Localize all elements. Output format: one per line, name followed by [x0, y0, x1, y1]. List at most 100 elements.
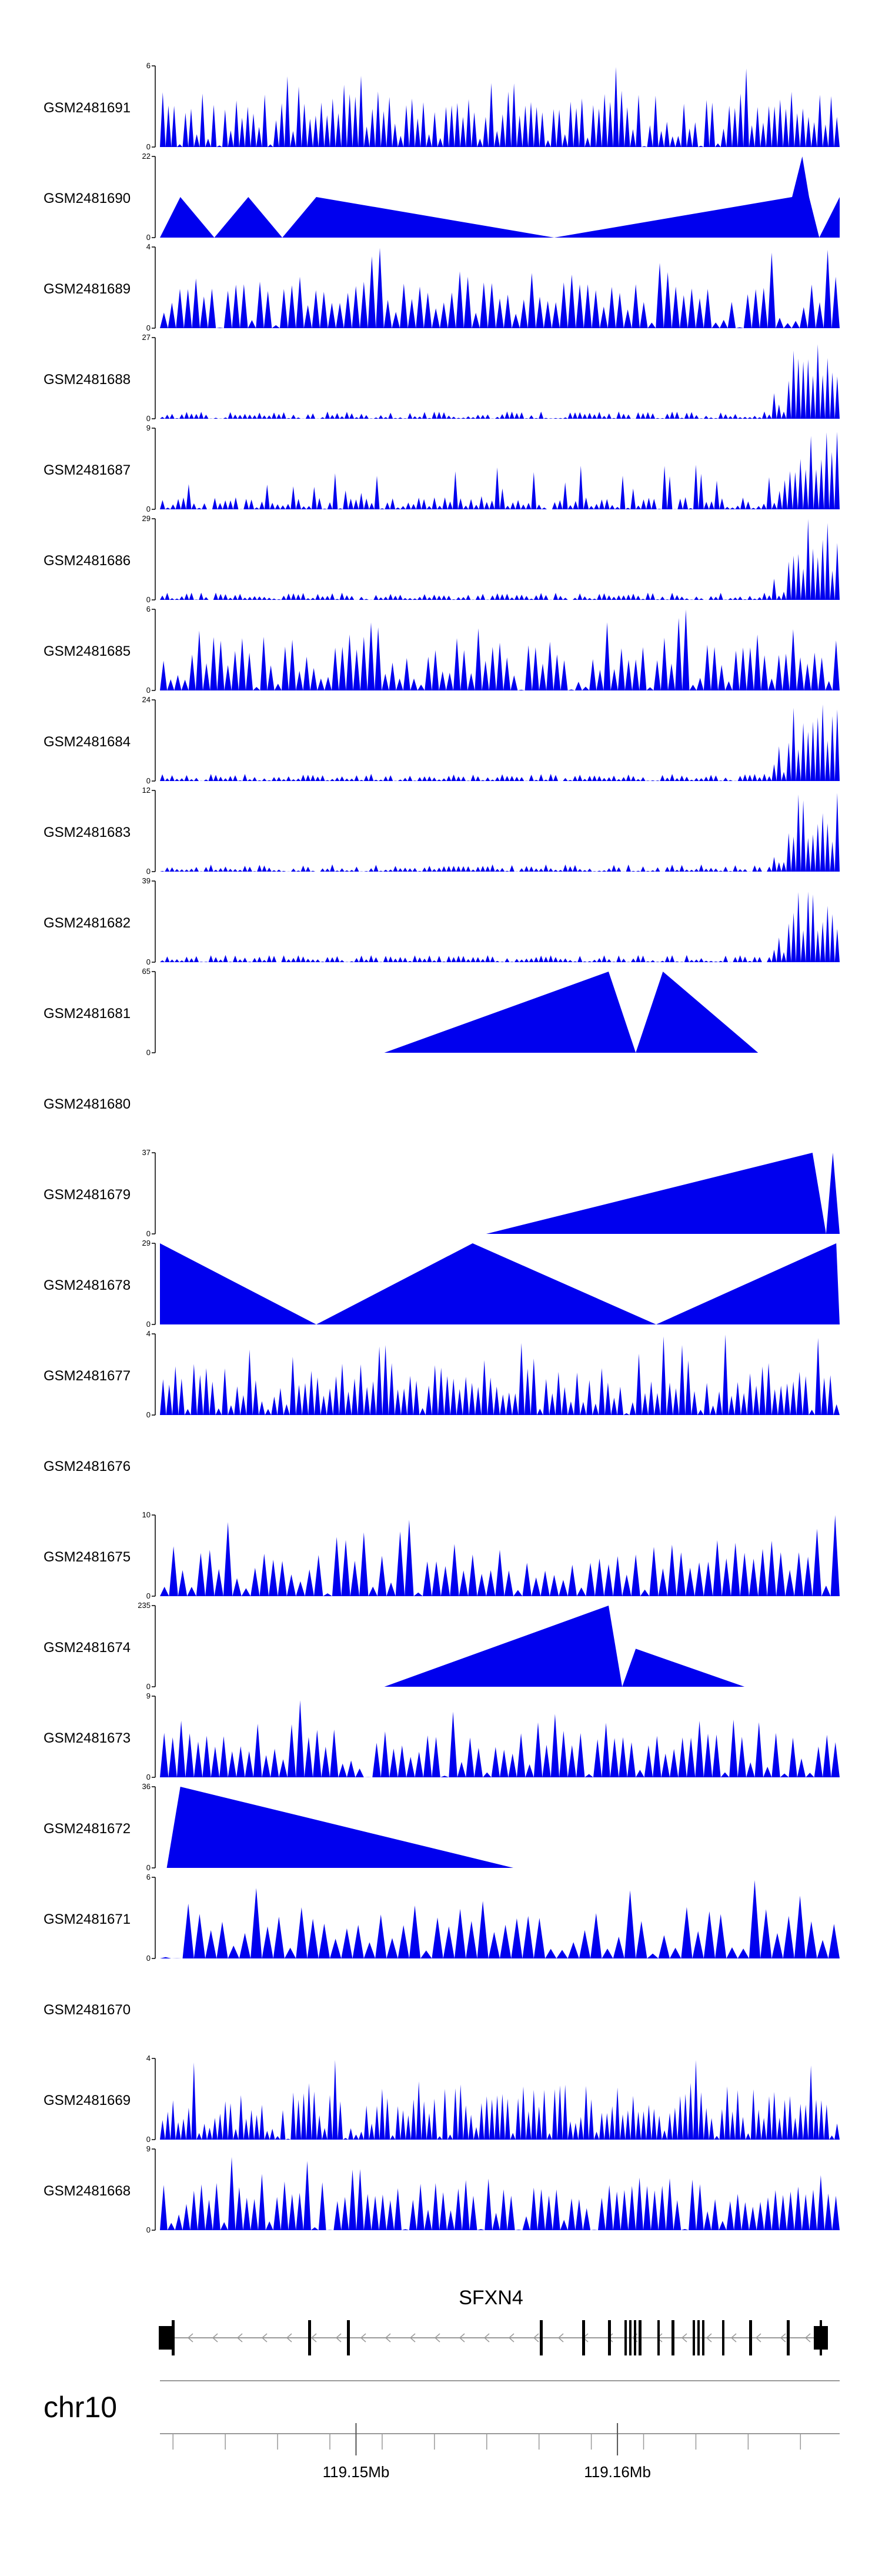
y-min-label: 0	[146, 323, 151, 332]
track-GSM2481670: GSM2481670	[44, 2002, 131, 2018]
track-GSM2481677: GSM2481677 4 0	[44, 1329, 840, 1419]
track-label: GSM2481672	[44, 1821, 131, 1837]
exon	[159, 2326, 173, 2350]
y-max-label: 65	[142, 967, 151, 976]
exon	[172, 2320, 175, 2355]
strand-arrow	[755, 2333, 761, 2343]
coverage-area	[160, 66, 840, 148]
y-min-label: 0	[146, 233, 151, 242]
track-label: GSM2481684	[44, 734, 131, 750]
coverage-area	[160, 2157, 840, 2230]
coverage-tracks: GSM248169160GSM2481690220GSM248168940GSM…	[44, 61, 840, 2234]
track-label: GSM2481675	[44, 1549, 131, 1565]
exon	[693, 2320, 695, 2355]
track-GSM2481671: GSM2481671 6 0	[44, 1873, 840, 1963]
track-label: GSM2481690	[44, 191, 131, 206]
gene-structure	[159, 2320, 828, 2355]
track-label: GSM2481691	[44, 100, 131, 116]
y-max-label: 27	[142, 333, 151, 342]
y-min-label: 0	[146, 1229, 151, 1238]
y-max-label: 24	[142, 695, 151, 704]
axis-ticks: 119.15Mb 119.16Mb	[172, 2423, 801, 2481]
track-label: GSM2481679	[44, 1187, 131, 1203]
coverage-area	[384, 1606, 745, 1687]
track-label: GSM2481682	[44, 915, 131, 931]
track-GSM2481683: GSM2481683 12 0	[44, 786, 840, 876]
coverage-area	[160, 344, 840, 419]
strand-arrow	[434, 2333, 440, 2343]
strand-arrow	[385, 2333, 391, 2343]
coverage-area	[160, 609, 840, 690]
y-max-label: 39	[142, 876, 151, 885]
exon	[787, 2320, 790, 2355]
y-min-label: 0	[146, 1591, 151, 1600]
y-min-label: 0	[146, 1320, 151, 1329]
y-max-label: 6	[146, 1873, 151, 1881]
strand-arrow	[681, 2333, 687, 2343]
y-max-label: 29	[142, 1239, 151, 1247]
track-GSM2481688: GSM2481688 27 0	[44, 333, 840, 423]
track-GSM2481675: GSM2481675 10 0	[44, 1510, 840, 1600]
track-GSM2481668: GSM2481668 9 0	[44, 2144, 840, 2234]
exon	[634, 2320, 636, 2355]
track-label: GSM2481676	[44, 1459, 131, 1474]
track-label: GSM2481688	[44, 372, 131, 388]
y-max-label: 9	[146, 1691, 151, 1700]
exon	[582, 2320, 585, 2355]
exon	[308, 2320, 311, 2355]
coverage-area	[160, 1700, 840, 1777]
y-max-label: 37	[142, 1148, 151, 1157]
y-max-label: 9	[146, 423, 151, 432]
track-label: GSM2481671	[44, 1911, 131, 1927]
coverage-area	[160, 1515, 840, 1596]
y-max-label: 6	[146, 61, 151, 70]
exon	[347, 2320, 350, 2355]
strand-arrow	[261, 2333, 268, 2343]
y-min-label: 0	[146, 505, 151, 513]
exon	[624, 2320, 627, 2355]
track-label: GSM2481681	[44, 1006, 131, 1022]
track-GSM2481687: GSM2481687 9 0	[44, 423, 840, 513]
gene-name-label: SFXN4	[459, 2287, 523, 2309]
coverage-area	[160, 1334, 840, 1415]
strand-arrow	[310, 2333, 317, 2343]
exon	[749, 2320, 752, 2355]
exon	[820, 2320, 822, 2355]
coverage-area	[384, 972, 759, 1053]
y-min-label: 0	[146, 1954, 151, 1963]
y-min-label: 0	[146, 2135, 151, 2144]
y-min-label: 0	[146, 686, 151, 695]
strand-arrow	[483, 2333, 490, 2343]
coverage-area	[166, 1787, 514, 1868]
y-min-label: 0	[146, 414, 151, 423]
track-GSM2481679: GSM2481679 37 0	[44, 1148, 840, 1238]
strand-arrow	[360, 2333, 366, 2343]
track-GSM2481691: GSM2481691 6 0	[44, 61, 840, 151]
track-GSM2481674: GSM2481674 235 0	[44, 1601, 745, 1691]
strand-arrow	[335, 2333, 342, 2343]
y-min-label: 0	[146, 776, 151, 785]
track-label: GSM2481686	[44, 553, 131, 569]
strand-arrow	[804, 2333, 811, 2343]
exon	[608, 2320, 611, 2355]
exon	[671, 2320, 674, 2355]
track-GSM2481685: GSM2481685 6 0	[44, 605, 840, 695]
track-label: GSM2481668	[44, 2183, 131, 2199]
strand-arrow	[212, 2333, 218, 2343]
track-label: GSM2481678	[44, 1277, 131, 1293]
y-min-label: 0	[146, 595, 151, 604]
coverage-area	[160, 248, 840, 328]
track-GSM2481672: GSM2481672 36 0	[44, 1782, 514, 1872]
y-min-label: 0	[146, 1773, 151, 1781]
track-GSM2481681: GSM2481681 65 0	[44, 967, 759, 1057]
y-min-label: 0	[146, 1863, 151, 1872]
y-min-label: 0	[146, 2225, 151, 2234]
y-max-label: 12	[142, 786, 151, 795]
track-GSM2481673: GSM2481673 9 0	[44, 1691, 840, 1781]
y-max-label: 36	[142, 1782, 151, 1791]
strand-arrow	[286, 2333, 292, 2343]
strand-arrow	[409, 2333, 416, 2343]
y-max-label: 4	[146, 2054, 151, 2063]
track-label: GSM2481680	[44, 1096, 131, 1112]
